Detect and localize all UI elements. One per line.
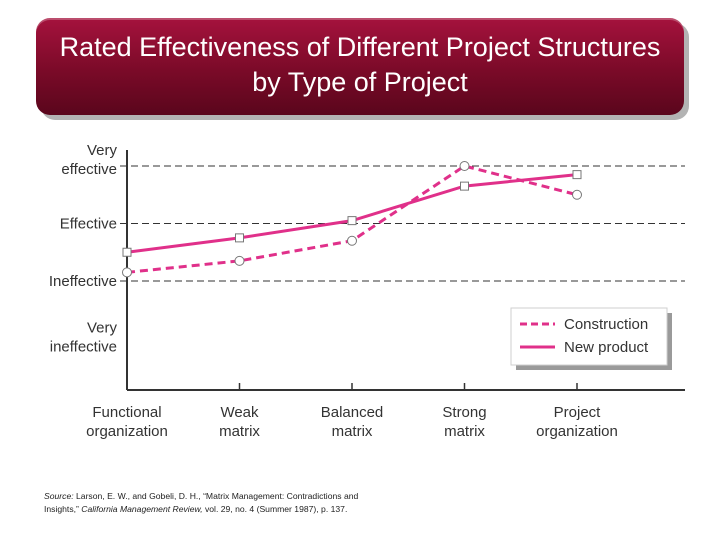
source-text-c: vol. 29, no. 4 (Summer 1987), p. 137. (202, 504, 348, 514)
y-level-label-2-0: Ineffective (49, 273, 117, 290)
point-construction-1 (234, 255, 245, 266)
x-tick-label-1-0: Weak (220, 404, 259, 421)
x-tick-label-1-1: matrix (219, 423, 260, 440)
y-level-label-0-0: Very (87, 142, 118, 159)
point-construction-3 (459, 161, 470, 171)
point-new-product-3 (460, 181, 469, 191)
source-text-b: Insights,” (44, 504, 82, 514)
point-new-product-0 (122, 247, 132, 257)
x-tick-label-0-1: organization (86, 423, 168, 440)
point-construction-2 (347, 235, 357, 246)
x-tick-label-2-0: Balanced (321, 404, 384, 421)
point-construction-0 (122, 267, 132, 278)
legend-label-1: New product (564, 339, 649, 356)
point-new-product-2 (347, 216, 357, 226)
point-construction-4 (572, 189, 582, 200)
x-tick-label-0-0: Functional (92, 404, 161, 421)
point-new-product-1 (235, 233, 244, 243)
y-level-label-0-1: effective (61, 161, 117, 178)
title-line-1: Rated Effectiveness of Different Project… (59, 32, 661, 62)
y-level-label-3-0: Very (87, 320, 118, 337)
x-tick-label-3-1: matrix (444, 423, 485, 440)
title-banner (36, 18, 684, 115)
source-journal: California Management Review, (81, 504, 203, 514)
title-line-2: by Type of Project (252, 67, 468, 97)
point-new-product-4 (572, 170, 582, 180)
x-tick-label-3-0: Strong (442, 404, 486, 421)
slide-title: Rated Effectiveness of Different Project… (36, 30, 684, 100)
x-tick-label-4-1: organization (536, 423, 618, 440)
source-label: Source: (44, 491, 74, 501)
x-tick-label-2-1: matrix (332, 423, 373, 440)
legend-label-0: Construction (564, 316, 648, 333)
y-level-label-1-0: Effective (60, 216, 117, 233)
y-level-label-3-1: ineffective (50, 339, 117, 356)
source-text-a: Larson, E. W., and Gobeli, D. H., “Matri… (73, 491, 359, 501)
source-citation: Source: Larson, E. W., and Gobeli, D. H.… (44, 490, 664, 516)
legend-box (510, 307, 668, 366)
x-tick-label-4-0: Project (554, 404, 602, 421)
